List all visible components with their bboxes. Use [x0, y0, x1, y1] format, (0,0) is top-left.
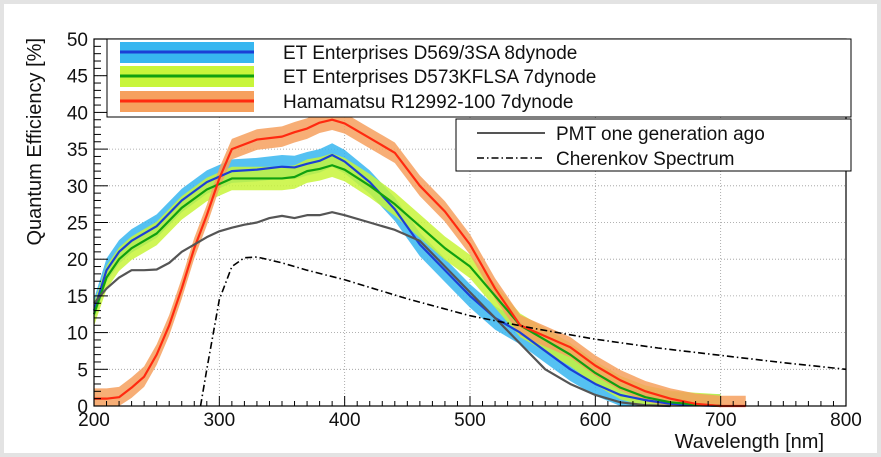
legend-top: ET Enterprises D569/3SA 8dynode ET Enter… — [106, 38, 852, 118]
x-tick-label: 300 — [203, 410, 235, 431]
y-tick-label: 15 — [67, 287, 88, 308]
x-tick-label: 800 — [830, 410, 862, 431]
x-tick-label: 700 — [705, 410, 737, 431]
y-tick-label: 30 — [67, 177, 88, 198]
x-axis-label: Wavelength [nm] — [675, 431, 824, 453]
x-tick-label: 600 — [579, 410, 611, 431]
y-tick-label: 50 — [67, 30, 88, 51]
y-tick-label: 0 — [77, 397, 88, 418]
y-tick-label: 25 — [67, 214, 88, 235]
uncertainty-bands — [94, 109, 746, 407]
series-line — [92, 153, 721, 408]
y-tick-label: 45 — [67, 67, 88, 88]
legend-label-d569: ET Enterprises D569/3SA 8dynode — [283, 43, 577, 64]
series-line — [92, 164, 721, 408]
legend-label-d573: ET Enterprises D573KFLSA 7dynode — [283, 67, 596, 88]
y-tick-label: 20 — [67, 250, 88, 271]
series-line — [94, 118, 746, 408]
legend-label-cherenkov: Cherenkov Spectrum — [556, 149, 734, 170]
y-tick-label: 10 — [67, 324, 88, 345]
legend-right-box — [455, 118, 852, 172]
legend-entry-d569: ET Enterprises D569/3SA 8dynode — [120, 42, 577, 64]
legend-label-old-pmt: PMT one generation ago — [556, 124, 765, 145]
y-tick-label: 40 — [67, 103, 88, 124]
legend-entry-hamamatsu: Hamamatsu R12992-100 7dynode — [120, 91, 573, 113]
legend-entry-d573: ET Enterprises D573KFLSA 7dynode — [120, 66, 596, 88]
legend-right: PMT one generation ago Cherenkov Spectru… — [455, 118, 852, 172]
series-line — [199, 256, 847, 407]
legend-entry-old-pmt: PMT one generation ago — [477, 124, 765, 145]
axis-ticks: 200 300 400 500 600 700 800 0 5 10 15 20 25 30 35 40 45 5… — [67, 30, 862, 431]
x-tick-label: 200 — [78, 410, 110, 431]
series-lines — [92, 118, 847, 408]
y-tick-label: 35 — [67, 140, 88, 161]
y-tick-label: 5 — [77, 360, 88, 381]
x-tick-label: 500 — [454, 410, 486, 431]
y-axis-label: Quantum Efficiency [%] — [24, 38, 46, 246]
x-tick-label: 400 — [329, 410, 361, 431]
legend-entry-cherenkov: Cherenkov Spectrum — [477, 149, 734, 170]
series-line — [93, 211, 671, 408]
legend-label-hamamatsu: Hamamatsu R12992-100 7dynode — [283, 92, 573, 113]
